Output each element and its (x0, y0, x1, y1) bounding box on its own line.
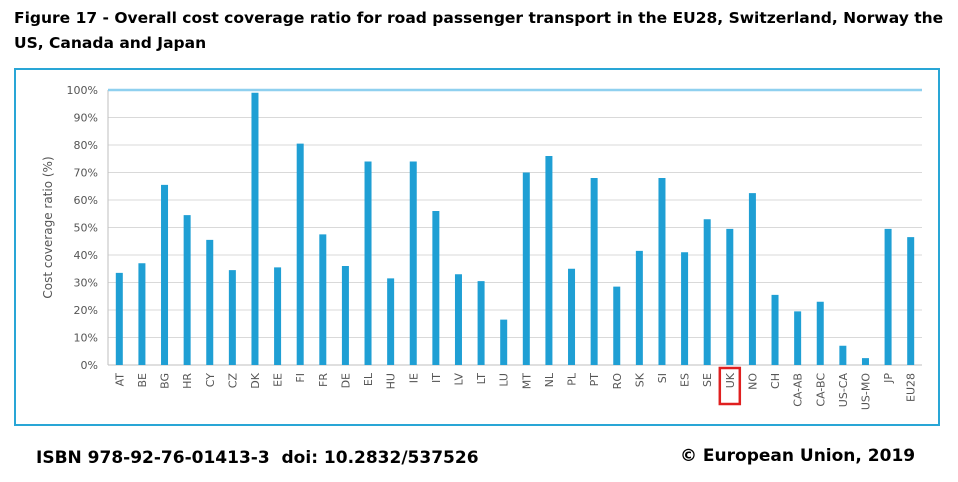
footer-identifiers: ISBN 978-92-76-01413-3 doi: 10.2832/5375… (36, 448, 479, 468)
bar-de (341, 266, 349, 365)
x-tick-label: NL (543, 372, 556, 387)
bar-pl (568, 268, 576, 365)
y-tick-label: 0% (81, 359, 98, 372)
bar-se (703, 219, 711, 365)
bar-ro (613, 286, 621, 365)
bar-lv (454, 274, 462, 365)
bar-dk (251, 92, 259, 365)
x-tick-label: PL (566, 372, 579, 386)
bar-es (681, 252, 689, 365)
bar-pt (590, 178, 598, 365)
bar-us-mo (861, 358, 869, 365)
x-tick-label: LV (452, 373, 465, 386)
y-tick-label: 30% (74, 277, 98, 290)
x-tick-label: EL (362, 372, 375, 386)
x-tick-label: HU (385, 373, 398, 389)
bar-lt (477, 281, 485, 365)
doi-text: doi: 10.2832/537526 (281, 448, 479, 468)
y-tick-label: 10% (74, 332, 98, 345)
bar-si (658, 178, 666, 365)
x-tick-label: UK (724, 372, 737, 388)
x-tick-label: FI (294, 373, 307, 383)
bar-sk (635, 250, 643, 365)
bar-cz (228, 270, 236, 365)
bar-cy (206, 239, 214, 365)
x-tick-label: CA-AB (792, 373, 805, 407)
x-tick-label: BE (136, 373, 149, 388)
isbn-text: ISBN 978-92-76-01413-3 (36, 448, 270, 468)
x-tick-label: BG (159, 373, 172, 389)
x-tick-label: JP (882, 373, 895, 384)
y-tick-label: 90% (74, 112, 98, 125)
bar-hu (387, 278, 395, 365)
y-tick-label: 100% (67, 84, 98, 97)
y-tick-label: 70% (74, 167, 98, 180)
x-tick-label: AT (113, 373, 126, 387)
x-tick-label: EE (272, 373, 285, 387)
bar-ca-ab (794, 311, 802, 365)
chart-frame: 0% 10% 20% 30% 40% 50% 60% 70% 80% 90% 100% Cost co… (14, 68, 940, 426)
x-tick-label: EU28 (905, 373, 918, 402)
y-axis-title: Cost coverage ratio (%) (41, 156, 55, 298)
bar-fi (296, 143, 304, 365)
figure-title: Figure 17 - Overall cost coverage ratio … (14, 9, 944, 52)
bar-mt (522, 172, 530, 365)
bar-ee (274, 267, 282, 365)
x-tick-label: CY (204, 373, 217, 387)
bar-ie (409, 161, 417, 365)
bar-be (138, 263, 146, 365)
bar-fr (319, 234, 327, 365)
y-tick-label: 20% (74, 304, 98, 317)
x-tick-label: SE (701, 373, 714, 387)
bar-chart: 0% 10% 20% 30% 40% 50% 60% 70% 80% 90% 100% Cost co… (41, 84, 922, 410)
bar-bg (161, 184, 169, 365)
bar-us-ca (839, 345, 847, 365)
bar-uk (726, 228, 734, 365)
bar-no (748, 193, 756, 365)
x-tick-label: IT (430, 373, 443, 383)
bar-nl (545, 156, 553, 365)
bar-ch (771, 294, 779, 365)
x-tick-label: DK (249, 372, 262, 388)
y-tick-label: 50% (74, 222, 98, 235)
bar-at (115, 272, 123, 365)
y-tick-label: 60% (74, 194, 98, 207)
x-tick-label: SK (633, 372, 646, 387)
y-tick-label: 40% (74, 249, 98, 262)
copyright-text: © European Union, 2019 (680, 446, 916, 466)
x-tick-label: CA-BC (814, 373, 827, 407)
x-tick-label: FR (317, 373, 330, 387)
bar-lu (500, 319, 508, 365)
x-tick-label: CH (769, 373, 782, 389)
x-tick-label: LT (475, 373, 488, 385)
x-tick-label: DE (339, 373, 352, 388)
x-tick-label: LU (498, 373, 511, 387)
x-tick-label: PT (588, 373, 601, 387)
x-tick-label: MT (520, 373, 533, 389)
x-tick-label: RO (611, 373, 624, 390)
x-tick-label: ES (679, 373, 692, 387)
bar-jp (884, 228, 892, 365)
bar-it (432, 211, 440, 365)
x-tick-label: IE (407, 373, 420, 383)
bar-hr (183, 215, 191, 365)
x-tick-label: HR (181, 373, 194, 389)
x-tick-label: SI (656, 373, 669, 383)
x-tick-label: CZ (226, 373, 239, 389)
bar-ca-bc (816, 301, 824, 365)
bar-el (364, 161, 372, 365)
highlight-box-uk (718, 366, 742, 406)
bar-eu28 (907, 237, 915, 365)
x-tick-label: NO (746, 373, 759, 390)
x-tick-label: US-MO (859, 373, 872, 410)
y-tick-label: 80% (74, 139, 98, 152)
x-tick-label: US-CA (837, 373, 850, 408)
